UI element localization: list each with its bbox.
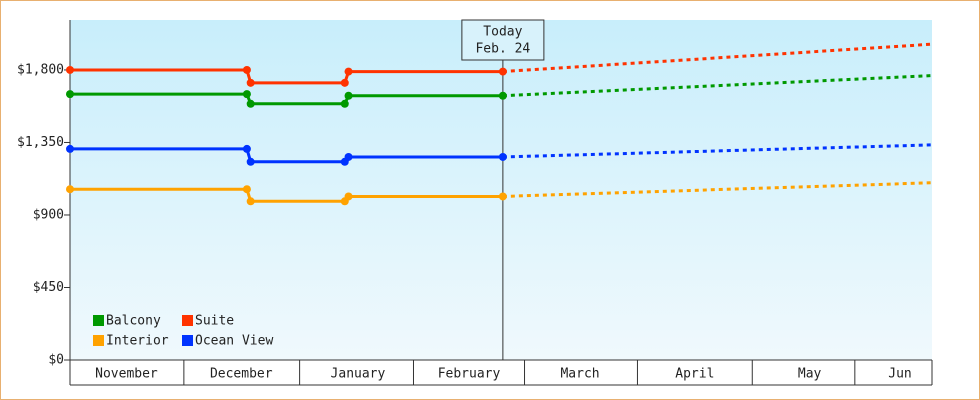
legend-swatch [93, 335, 104, 346]
point [66, 65, 74, 74]
today-label: Feb. 24 [475, 42, 530, 57]
point [246, 157, 255, 166]
point [344, 152, 353, 161]
point [66, 185, 74, 194]
point [344, 91, 353, 100]
x-tick-label: December [210, 367, 273, 382]
price-line [70, 92, 503, 106]
legend-label: Interior [106, 334, 169, 349]
price-line [70, 147, 503, 164]
legend-swatch [182, 335, 193, 346]
point [242, 90, 251, 99]
legend-swatch [182, 315, 193, 326]
point [242, 144, 251, 153]
y-tick-label: $450 [33, 280, 64, 295]
point [340, 78, 349, 87]
point [242, 185, 251, 194]
price-line [70, 68, 503, 85]
legend-label: Suite [195, 314, 234, 329]
point [246, 78, 255, 87]
today-label: Today [483, 25, 522, 40]
legend-label: Ocean View [195, 334, 273, 349]
point [498, 67, 507, 76]
point [344, 192, 353, 201]
x-tick-label: February [438, 367, 501, 382]
x-tick-label: April [675, 367, 714, 382]
y-tick-label: $900 [33, 207, 64, 222]
x-tick-label: March [560, 367, 599, 382]
today-box [461, 19, 545, 61]
point [340, 99, 349, 108]
point [498, 91, 507, 100]
price-line [70, 187, 503, 203]
x-tick-label: Jun [888, 367, 911, 382]
point [246, 99, 255, 108]
point [498, 192, 507, 201]
point [66, 90, 74, 99]
y-tick-label: $1,800 [17, 62, 64, 77]
legend-label: Balcony [106, 314, 161, 329]
point [66, 144, 74, 153]
x-tick-label: November [95, 367, 158, 382]
y-tick-label: $1,350 [17, 135, 64, 150]
y-tick-label: $0 [48, 353, 64, 368]
x-tick-label: May [798, 367, 822, 382]
point [498, 152, 507, 161]
legend-swatch [93, 315, 104, 326]
point [242, 65, 251, 74]
point [344, 67, 353, 76]
x-tick-label: January [331, 367, 386, 382]
point [246, 197, 255, 206]
